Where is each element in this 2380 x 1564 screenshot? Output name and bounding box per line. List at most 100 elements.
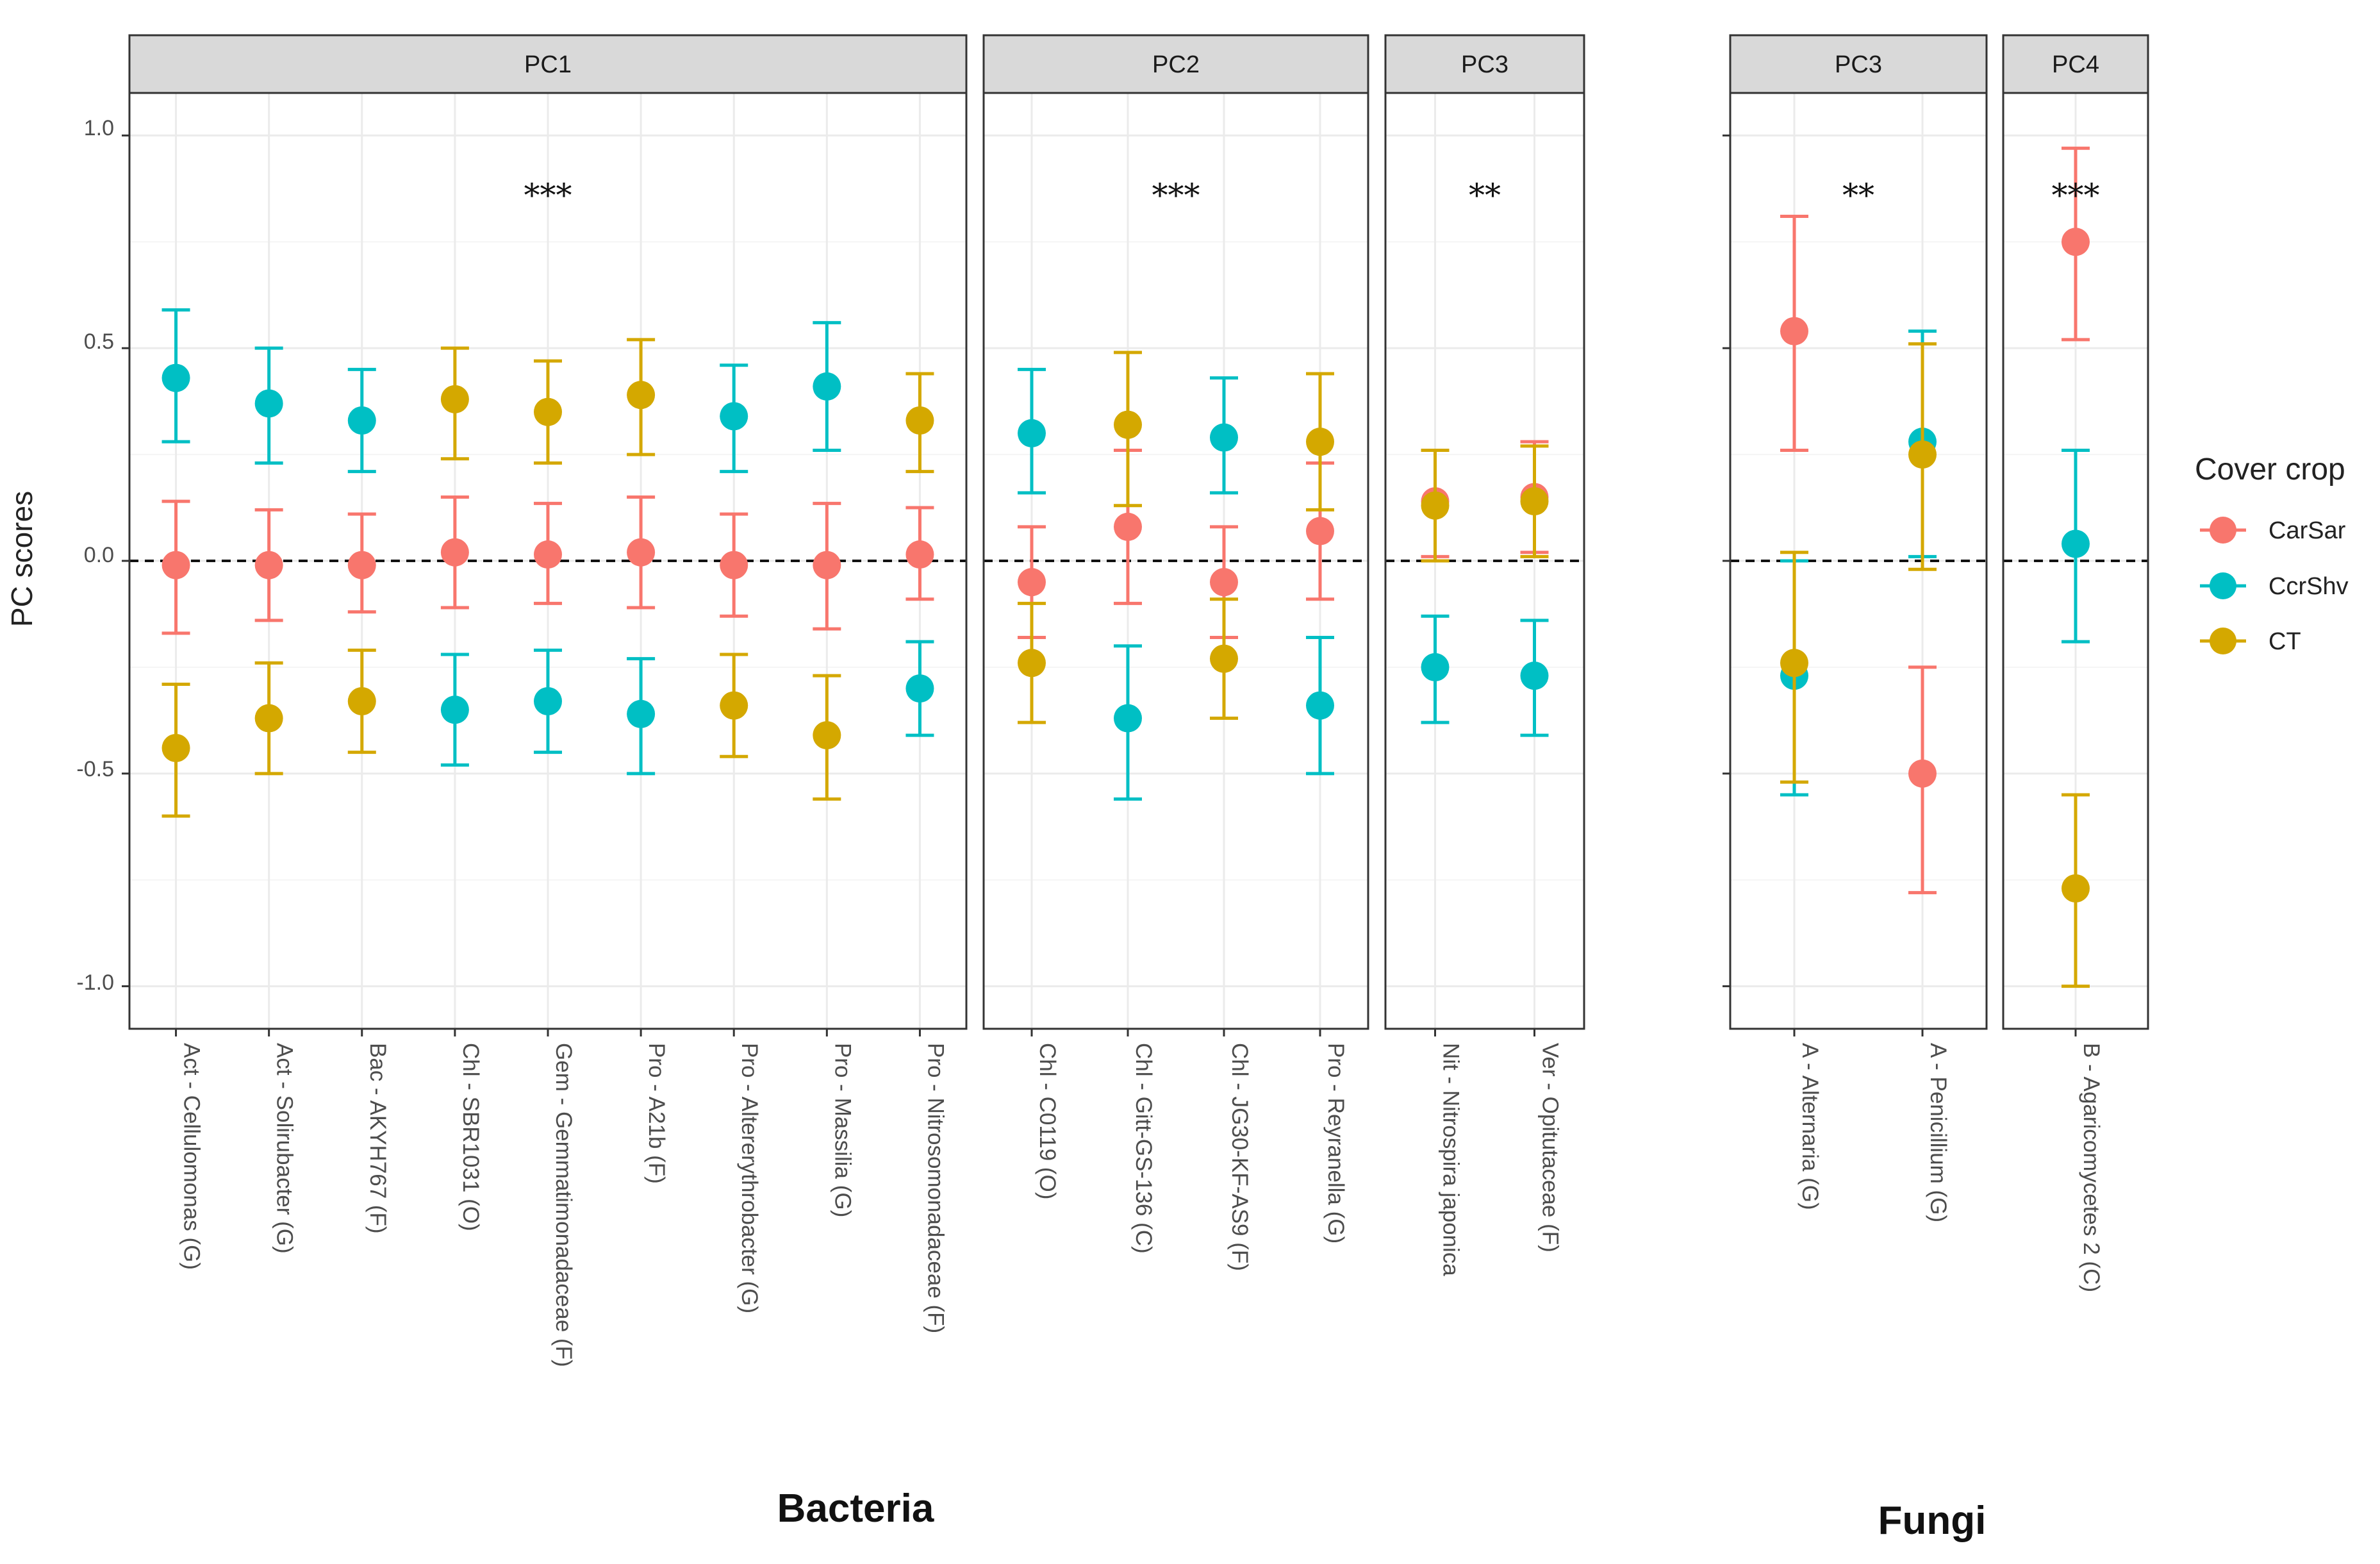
data-point-ct: [1780, 649, 1808, 678]
data-point-ccrshv: [2062, 529, 2090, 558]
x-tick-label: Act - Solirubacter (G): [272, 1043, 297, 1254]
data-point-ccrshv: [1306, 691, 1334, 720]
x-tick-label: B - Agaricomycetes 2 (C): [2079, 1043, 2104, 1292]
data-point-ct: [1306, 428, 1334, 456]
legend-item-ct: CT: [2200, 628, 2301, 655]
group-label-bacteria: Bacteria: [777, 1486, 934, 1531]
y-axis-label: PC scores: [5, 491, 38, 627]
data-point-ccrshv: [1421, 653, 1450, 681]
data-point-ccrshv: [1210, 423, 1238, 452]
y-tick-label: 0.5: [84, 329, 114, 354]
panel-fungi-pc4: *** PC4 B - Agaricomycetes 2 (C): [2002, 34, 2149, 1292]
data-point-ccrshv: [347, 406, 376, 435]
x-tick-label: Bac - AKYH767 (F): [365, 1043, 390, 1234]
data-point-ct: [1908, 440, 1937, 469]
panel-bacteria-pc3: ** PC3 Nit - Nitrospira japonica Ver - Opit…: [1384, 34, 1585, 1276]
data-point-ct: [905, 406, 934, 435]
x-tick-label: Act - Cellulomonas (G): [179, 1043, 204, 1270]
legend-item-ccrshv: CcrShv: [2200, 572, 2349, 600]
facet-strip-label: PC4: [2052, 51, 2099, 78]
x-tick-label: Ver - Opitutaceae (F): [1538, 1043, 1563, 1252]
x-tick-label: Pro - Nitrosomonadaceae (F): [923, 1043, 948, 1333]
legend-label-carsar: CarSar: [2268, 517, 2346, 544]
facet-strip: [128, 34, 968, 94]
data-point-ct: [1520, 487, 1549, 516]
significance-label: ***: [2052, 177, 2100, 214]
data-point-ct: [1421, 491, 1450, 520]
y-tick-label: -0.5: [76, 757, 114, 781]
legend-label-ct: CT: [2268, 628, 2301, 655]
legend-label-ccrshv: CcrShv: [2268, 573, 2349, 600]
data-point-ccrshv: [720, 402, 748, 431]
x-tick-label: Chl - Gitt-GS-136 (C): [1131, 1043, 1156, 1254]
panel-fungi-pc3: ** PC3 A - Alternaria (G) A - Penicillium (…: [1729, 34, 1988, 1222]
data-point-ct: [161, 734, 190, 762]
legend: Cover crop CarSar CcrShv CT: [2195, 453, 2349, 655]
data-point-carsar: [1306, 517, 1334, 545]
data-point-ccrshv: [1114, 704, 1142, 733]
data-point-carsar: [161, 551, 190, 579]
x-tick-label: Nit - Nitrospira japonica: [1439, 1043, 1464, 1276]
data-point-carsar: [1908, 759, 1937, 788]
data-point-ccrshv: [440, 695, 469, 724]
data-point-ct: [720, 691, 748, 720]
x-tick-label: Gem - Gemmatimonadaceae (F): [551, 1043, 576, 1367]
data-point-carsar: [813, 551, 841, 579]
data-point-ccrshv: [1520, 661, 1549, 690]
data-point-ct: [534, 397, 562, 426]
significance-label: ***: [524, 177, 572, 214]
y-tick-labels: 1.0 0.5 0.0 -0.5 -1.0: [76, 116, 114, 995]
facet-strip: [2002, 34, 2149, 94]
data-point-ct: [1210, 644, 1238, 673]
legend-key-point-carsar: [2210, 517, 2236, 544]
data-point-ct: [813, 721, 841, 750]
data-point-ct: [627, 381, 656, 410]
data-point-carsar: [1114, 512, 1142, 541]
data-point-carsar: [347, 551, 376, 579]
x-tick-label: Pro - Massilia (G): [830, 1043, 855, 1217]
data-point-carsar: [1780, 317, 1808, 345]
significance-label: **: [1469, 177, 1501, 214]
data-point-ccrshv: [1018, 419, 1046, 447]
x-tick-label: Chl - C0119 (O): [1035, 1043, 1060, 1199]
data-point-ccrshv: [813, 372, 841, 401]
facet-strip: [1729, 34, 1988, 94]
facet-strip-label: PC3: [1835, 51, 1882, 78]
data-point-ct: [1018, 649, 1046, 678]
panel-bacteria-pc1: *** PC1 Act - Cellulomonas (G) Act - Soliru…: [128, 34, 968, 1367]
data-point-carsar: [1210, 568, 1238, 597]
panel-bacteria-pc2: *** PC2 Chl - C0119 (O) Chl - Gitt-GS-136 (…: [982, 34, 1369, 1271]
legend-key-point-ccrshv: [2210, 572, 2236, 599]
y-tick-label: -1.0: [76, 970, 114, 995]
x-tick-label: Chl - SBR1031 (O): [458, 1043, 483, 1231]
data-point-ct: [254, 704, 283, 733]
facet-strip-label: PC3: [1461, 51, 1508, 78]
data-point-ct: [2062, 874, 2090, 903]
x-tick-label: Pro - Reyranella (G): [1323, 1043, 1348, 1244]
x-tick-label: Pro - A21b (F): [644, 1043, 669, 1184]
data-point-carsar: [627, 538, 656, 567]
data-point-carsar: [254, 551, 283, 579]
data-point-ccrshv: [534, 687, 562, 715]
data-point-carsar: [720, 551, 748, 579]
x-tick-label: A - Penicillium (G): [1926, 1043, 1951, 1222]
data-point-ccrshv: [905, 674, 934, 703]
data-point-carsar: [2062, 228, 2090, 256]
y-tick-label: 0.0: [84, 543, 114, 567]
x-tick-label: Pro - Altererythrobacter (G): [737, 1043, 762, 1313]
facet-strip: [982, 34, 1369, 94]
legend-key-point-ct: [2210, 628, 2236, 654]
data-point-carsar: [440, 538, 469, 567]
data-point-carsar: [534, 540, 562, 569]
data-point-ct: [1114, 410, 1142, 439]
data-point-ccrshv: [161, 363, 190, 392]
facet-strip-label: PC2: [1152, 51, 1200, 78]
x-tick-label: A - Alternaria (G): [1797, 1043, 1822, 1210]
data-point-carsar: [1018, 568, 1046, 597]
group-label-fungi: Fungi: [1878, 1499, 1987, 1543]
legend-title: Cover crop: [2195, 453, 2345, 487]
facet-panels: *** PC1 Act - Cellulomonas (G) Act - Soliru…: [122, 34, 2149, 1367]
data-point-ccrshv: [627, 699, 656, 728]
data-point-ccrshv: [254, 389, 283, 418]
